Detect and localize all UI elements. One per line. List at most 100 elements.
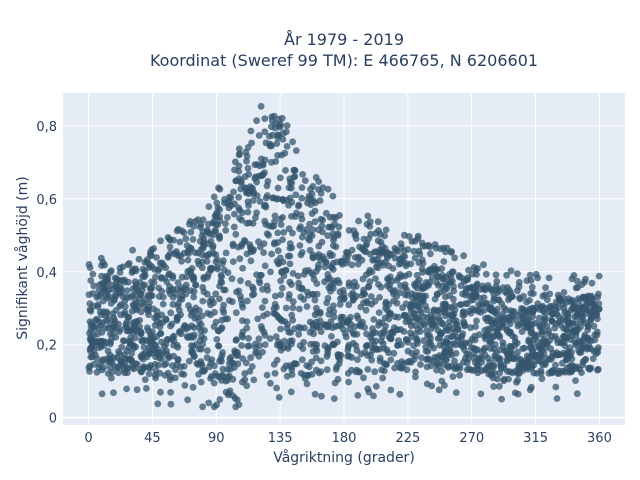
scatter-point xyxy=(90,360,98,368)
scatter-point xyxy=(253,348,261,356)
scatter-point xyxy=(145,370,153,378)
scatter-point xyxy=(324,270,332,278)
scatter-point xyxy=(259,348,266,356)
x-tick-label: 135 xyxy=(268,431,293,446)
scatter-point xyxy=(452,350,460,357)
scatter-point xyxy=(515,278,523,286)
scatter-point xyxy=(148,278,155,286)
scatter-point xyxy=(274,229,282,237)
scatter-point xyxy=(499,342,507,350)
scatter-point xyxy=(312,344,320,352)
scatter-point xyxy=(294,272,302,280)
scatter-point xyxy=(236,214,243,222)
scatter-point xyxy=(533,332,541,340)
scatter-point xyxy=(411,352,419,360)
scatter-point xyxy=(295,279,302,287)
scatter-point xyxy=(178,370,186,378)
scatter-point xyxy=(99,258,107,266)
scatter-point xyxy=(250,190,257,198)
scatter-point xyxy=(413,335,421,343)
scatter-point xyxy=(364,352,371,359)
scatter-point xyxy=(569,296,576,304)
scatter-point xyxy=(217,355,225,363)
scatter-point xyxy=(354,315,362,322)
scatter-point xyxy=(166,376,174,384)
scatter-point xyxy=(153,254,160,261)
scatter-point xyxy=(150,245,158,252)
scatter-point xyxy=(216,295,223,303)
scatter-point xyxy=(530,369,538,377)
scatter-point xyxy=(100,342,108,349)
scatter-point xyxy=(353,292,360,300)
scatter-point xyxy=(241,173,249,181)
scatter-point xyxy=(263,230,271,238)
scatter-point xyxy=(198,361,206,369)
scatter-point xyxy=(229,258,237,265)
scatter-point xyxy=(270,361,278,368)
scatter-point xyxy=(482,314,489,322)
scatter-point xyxy=(130,365,138,373)
scatter-point xyxy=(143,258,151,266)
scatter-point xyxy=(235,145,243,153)
scatter-point xyxy=(308,358,316,366)
scatter-point xyxy=(574,308,582,315)
scatter-point xyxy=(205,240,212,248)
scatter-point xyxy=(152,273,159,281)
scatter-point xyxy=(461,322,468,330)
scatter-point xyxy=(324,185,332,193)
scatter-point xyxy=(422,343,430,351)
scatter-point xyxy=(300,271,308,278)
scatter-point xyxy=(414,284,421,292)
scatter-point xyxy=(355,217,362,225)
scatter-point xyxy=(151,322,159,329)
scatter-point xyxy=(231,200,238,208)
scatter-point xyxy=(514,270,521,278)
scatter-point xyxy=(300,229,308,236)
scatter-point xyxy=(587,313,595,321)
scatter-point xyxy=(589,355,597,362)
scatter-point xyxy=(410,342,417,350)
scatter-point xyxy=(475,301,483,309)
scatter-point xyxy=(185,357,193,365)
scatter-point xyxy=(545,274,553,282)
scatter-point xyxy=(256,243,264,251)
scatter-point xyxy=(440,258,448,265)
scatter-point xyxy=(493,278,501,285)
scatter-point xyxy=(357,350,365,358)
scatter-point xyxy=(447,273,455,280)
scatter-point xyxy=(459,312,467,319)
scatter-point xyxy=(553,298,560,306)
scatter-point xyxy=(315,226,322,234)
scatter-point xyxy=(190,288,198,295)
scatter-point xyxy=(391,244,399,252)
scatter-point xyxy=(283,143,291,150)
scatter-point xyxy=(347,313,354,321)
scatter-point xyxy=(244,297,251,305)
scatter-point xyxy=(239,303,247,311)
scatter-point xyxy=(230,223,238,231)
scatter-point xyxy=(229,375,237,383)
scatter-point xyxy=(449,373,457,380)
scatter-point xyxy=(431,353,439,361)
scatter-point xyxy=(261,128,269,136)
scatter-point xyxy=(220,301,228,309)
scatter-point xyxy=(162,360,170,368)
scatter-point xyxy=(588,292,595,300)
scatter-point xyxy=(344,343,352,351)
scatter-point xyxy=(577,345,585,353)
scatter-point xyxy=(367,250,374,258)
scatter-point xyxy=(390,297,397,305)
scatter-point xyxy=(119,362,127,369)
scatter-point xyxy=(407,322,415,330)
scatter-point xyxy=(439,275,447,283)
scatter-point xyxy=(457,335,465,342)
scatter-point xyxy=(375,321,382,329)
y-tick-label: 0,2 xyxy=(36,339,57,354)
scatter-point xyxy=(588,279,596,287)
scatter-point xyxy=(159,300,167,308)
scatter-point xyxy=(511,338,519,345)
scatter-point xyxy=(163,278,171,286)
scatter-point xyxy=(146,251,154,259)
scatter-point xyxy=(238,342,246,349)
scatter-point xyxy=(235,193,243,201)
